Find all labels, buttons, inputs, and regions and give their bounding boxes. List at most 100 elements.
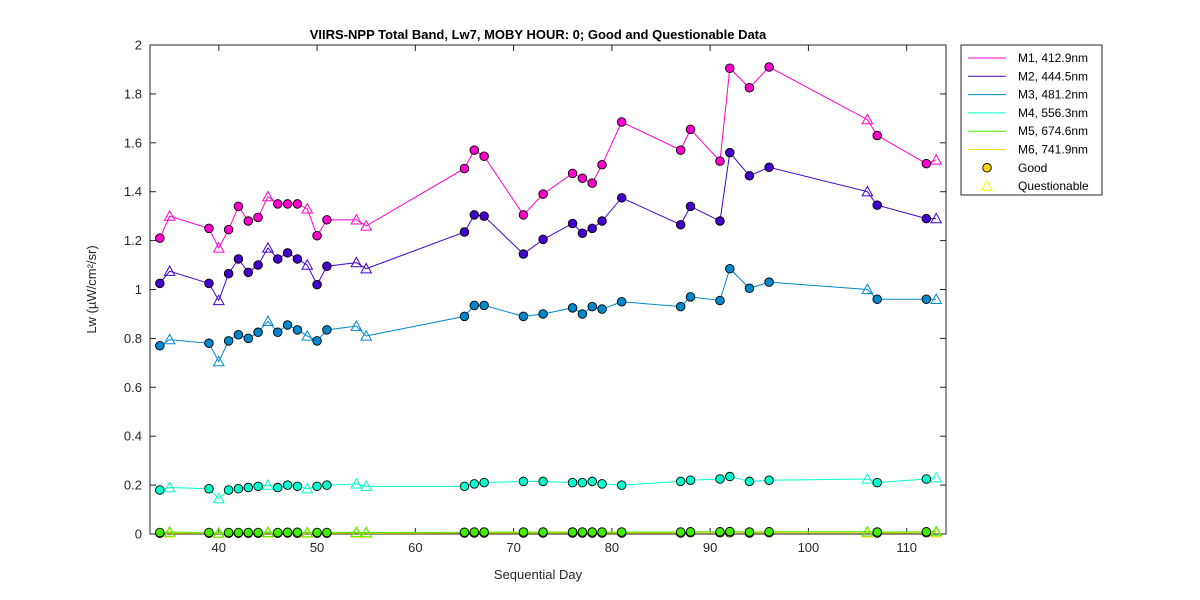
good-point xyxy=(479,211,489,221)
y-tick-label: 0.2 xyxy=(124,478,142,493)
good-point xyxy=(292,325,303,335)
legend-item: M1, 412.9nm xyxy=(968,51,1088,65)
series-1 xyxy=(155,62,943,253)
series-layer xyxy=(155,62,943,539)
questionable-point xyxy=(930,525,943,537)
legend-label: Good xyxy=(1018,161,1047,175)
good-point xyxy=(685,201,696,212)
good-point xyxy=(273,254,283,264)
good-point xyxy=(322,215,332,225)
good-point xyxy=(469,300,480,311)
questionable-point xyxy=(301,202,314,214)
good-point xyxy=(921,474,932,484)
good-point xyxy=(155,527,165,538)
good-point xyxy=(273,527,283,538)
good-point xyxy=(243,482,254,493)
legend-label: M2, 444.5nm xyxy=(1018,69,1088,83)
questionable-point xyxy=(163,333,176,345)
good-point xyxy=(587,476,597,487)
questionable-point xyxy=(212,526,225,538)
x-axis-label: Sequential Day xyxy=(494,567,583,582)
good-point xyxy=(223,485,234,495)
good-point xyxy=(675,476,686,487)
questionable-point xyxy=(861,283,874,295)
legend-label: M6, 741.9nm xyxy=(1018,143,1088,157)
good-point xyxy=(675,219,686,230)
x-tick-label: 70 xyxy=(506,540,520,555)
questionable-point xyxy=(930,471,943,483)
good-point xyxy=(243,527,254,538)
y-tick-label: 1 xyxy=(135,282,142,297)
questionable-point xyxy=(261,315,274,326)
good-point xyxy=(223,336,234,346)
questionable-point xyxy=(861,525,874,537)
good-point xyxy=(764,62,774,72)
good-point xyxy=(764,277,774,287)
good-point xyxy=(322,325,332,335)
good-point xyxy=(744,83,755,93)
good-point xyxy=(567,218,578,229)
good-point xyxy=(253,527,263,538)
good-point xyxy=(715,527,725,537)
good-point xyxy=(322,527,332,538)
y-tick-label: 0.6 xyxy=(124,380,142,395)
good-point xyxy=(469,145,480,155)
questionable-point xyxy=(360,219,373,231)
good-point xyxy=(725,471,735,482)
good-point xyxy=(616,193,627,203)
series-2 xyxy=(155,147,943,306)
good-point xyxy=(518,249,529,259)
good-point xyxy=(459,527,470,538)
good-point xyxy=(155,233,165,243)
x-tick-label: 40 xyxy=(212,540,226,555)
legend: M1, 412.9nm M2, 444.5nm M3, 481.2nm M4, 556… xyxy=(960,44,1103,196)
good-point xyxy=(872,130,882,141)
y-tick-label: 2 xyxy=(135,38,142,53)
questionable-point xyxy=(301,482,314,494)
good-point xyxy=(675,527,686,537)
questionable-point xyxy=(350,526,363,537)
good-point xyxy=(459,481,470,492)
good-point xyxy=(744,527,755,537)
good-point xyxy=(675,301,686,312)
questionable-point xyxy=(360,526,373,538)
y-tick-label: 1.2 xyxy=(124,233,142,248)
good-point xyxy=(282,320,293,330)
good-point xyxy=(577,228,588,239)
good-point xyxy=(233,201,244,212)
legend-item: M5, 674.6nm xyxy=(968,124,1088,138)
good-point xyxy=(253,327,263,338)
good-point xyxy=(616,480,627,490)
good-point xyxy=(459,227,470,237)
questionable-point xyxy=(212,355,225,367)
plot-frame xyxy=(149,44,947,535)
good-point xyxy=(587,178,597,188)
good-point xyxy=(921,158,932,169)
good-point xyxy=(744,171,755,181)
good-point xyxy=(223,527,234,538)
good-point xyxy=(764,162,774,172)
legend-item: M2, 444.5nm xyxy=(968,69,1088,83)
good-point xyxy=(479,477,489,488)
good-point xyxy=(538,189,548,199)
questionable-point xyxy=(261,526,274,537)
good-point xyxy=(715,156,725,166)
questionable-point xyxy=(350,319,363,331)
good-point xyxy=(273,482,283,493)
questionable-point xyxy=(261,478,274,490)
questionable-point xyxy=(301,526,314,538)
good-point xyxy=(204,484,214,494)
legend-label: M5, 674.6nm xyxy=(1018,124,1088,138)
good-point xyxy=(921,213,932,224)
good-point xyxy=(292,527,303,538)
y-tick-label: 0.4 xyxy=(124,429,142,444)
good-point xyxy=(715,216,725,226)
good-point xyxy=(469,479,480,489)
good-point xyxy=(479,151,489,161)
good-point xyxy=(685,124,696,135)
legend-item: M4, 556.3nm xyxy=(968,106,1088,120)
good-point xyxy=(233,527,244,538)
good-point xyxy=(204,223,214,234)
good-point xyxy=(538,527,548,537)
questionable-point xyxy=(360,262,373,274)
